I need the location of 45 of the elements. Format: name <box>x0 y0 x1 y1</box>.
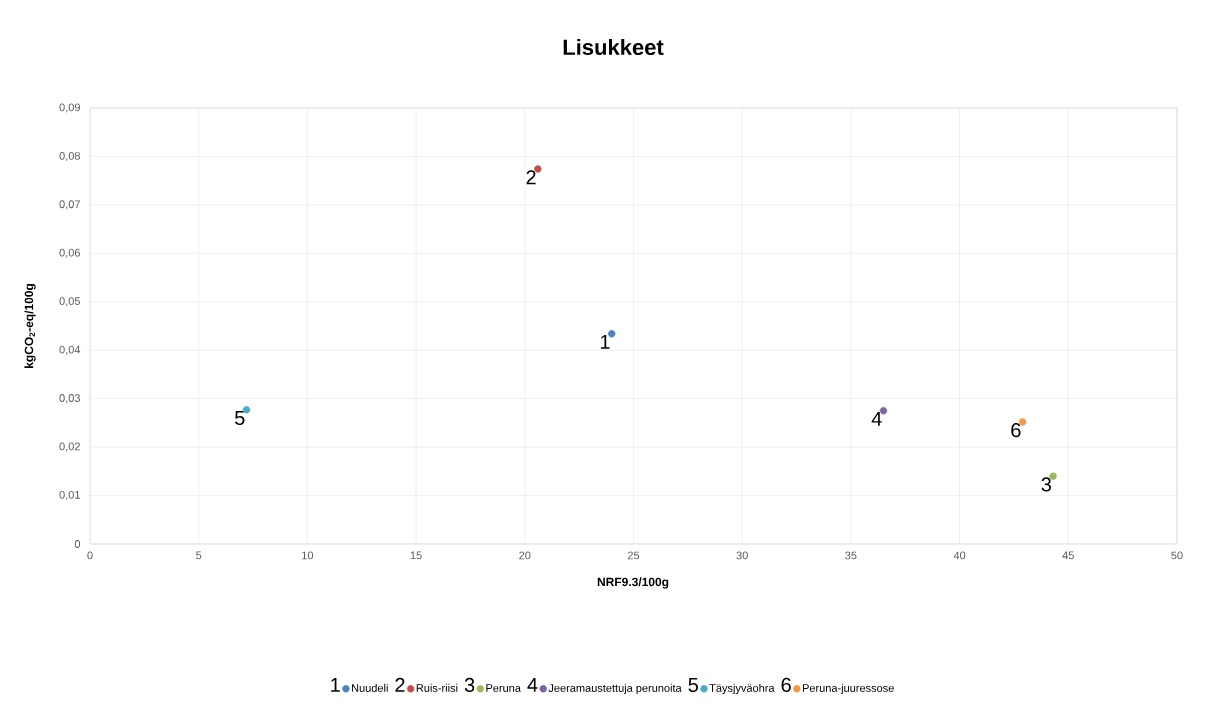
x-tick-label: 45 <box>1062 551 1074 560</box>
legend-label: Peruna <box>486 684 521 692</box>
point <box>534 165 542 173</box>
legend-label: Täysjyväohra <box>709 683 775 695</box>
x-tick-label: 10 <box>302 551 314 560</box>
text: 5 <box>688 678 698 693</box>
point <box>1049 472 1057 480</box>
annotation: 6 <box>1011 423 1021 438</box>
y-tick-label: 0,04 <box>59 345 81 355</box>
text: 2 <box>395 677 405 692</box>
y-tick-label: 0,01 <box>59 491 80 501</box>
x-tick-label: 20 <box>519 551 531 560</box>
legend-label: Nuudeli <box>352 683 388 692</box>
annotation: 4 <box>871 411 882 426</box>
x-tick-label: 50 <box>1171 551 1183 560</box>
y-tick-label: 0,02 <box>59 442 80 452</box>
x-tick-label: 35 <box>845 551 857 560</box>
y-tick-label: 0,08 <box>59 151 80 161</box>
legend-label: Jeeramaustettuja perunoita <box>548 683 682 695</box>
annotation: 2 <box>526 170 536 185</box>
y-tick-label: 0,07 <box>59 200 80 210</box>
legend-label: Peruna-juuressose <box>802 683 894 695</box>
text: 3 <box>464 677 475 693</box>
y-tick-label: 0,03 <box>59 394 80 404</box>
x-tick-label: 0 <box>87 551 93 560</box>
text: 4 <box>527 678 538 692</box>
x-tick-label: 40 <box>953 551 966 560</box>
y-tick-label: 0,09 <box>59 103 80 113</box>
x-tick-label: 15 <box>410 551 422 560</box>
annotation: 5 <box>235 411 245 425</box>
point <box>608 330 616 338</box>
y-tick-label: 0,06 <box>59 248 80 258</box>
x-tick-label: 25 <box>627 551 640 560</box>
text: 6 <box>781 677 791 693</box>
x-axis-title: NRF9.3/100g <box>597 577 669 589</box>
legend-label: Ruis-riisi <box>416 683 458 692</box>
x-tick-label: 30 <box>736 551 748 560</box>
annotation: 1 <box>600 334 610 349</box>
x-tick-label: 5 <box>196 551 202 560</box>
y-tick-label: 0,05 <box>59 297 80 307</box>
annotation: 3 <box>1041 477 1051 492</box>
y-tick-label: 0 <box>74 540 81 548</box>
chart-title: Lisukkeet <box>563 38 664 56</box>
text: 1 <box>331 678 340 692</box>
y-axis-title: kgCO$_{2}$-eq/100g <box>24 283 36 368</box>
